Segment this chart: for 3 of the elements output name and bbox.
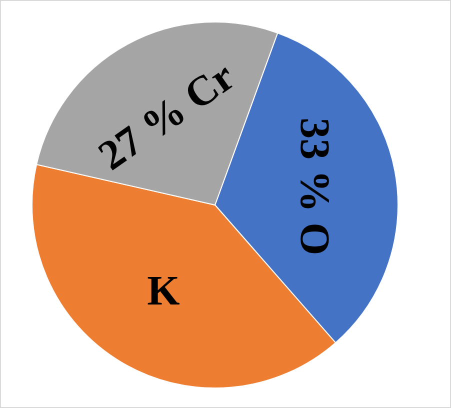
slice-label: K [147, 268, 180, 314]
slice-label: 33 % O [290, 118, 337, 256]
slice-label: 27 % Cr [90, 54, 244, 180]
